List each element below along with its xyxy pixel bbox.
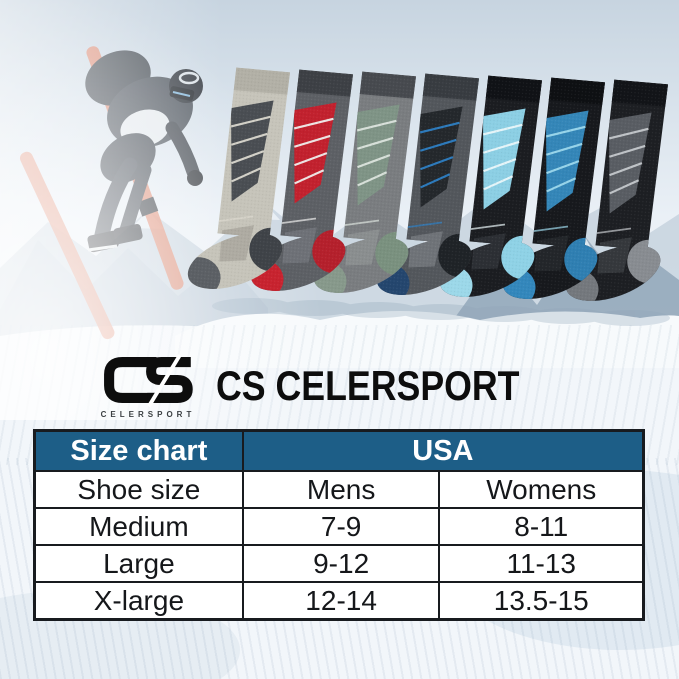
size-label: Medium: [33, 507, 244, 546]
brand-logo: CELERSPORT: [98, 352, 198, 419]
column-header-row: Shoe size Mens Womens: [33, 470, 645, 509]
table-row-medium: Medium 7-9 8-11: [33, 507, 645, 546]
column-header-mens: Mens: [241, 470, 441, 509]
size-value-mens: 7-9: [241, 507, 441, 546]
skier-body: [85, 50, 203, 253]
table-row-large: Large 9-12 11-13: [33, 544, 645, 583]
brand-wordmark: CS CELERSPORT: [216, 361, 520, 409]
column-header-shoe-size: Shoe size: [33, 470, 244, 509]
size-value-womens: 13.5-15: [438, 581, 645, 621]
size-chart-title-cell: Size chart: [33, 429, 244, 472]
brand-logo-row: CELERSPORT CS CELERSPORT: [98, 352, 573, 419]
monogram-subtext: CELERSPORT: [100, 410, 196, 419]
column-header-womens: Womens: [438, 470, 645, 509]
size-value-mens: 12-14: [241, 581, 441, 621]
cs-monogram-icon: [104, 354, 193, 408]
sock-graphic: [180, 67, 291, 301]
size-label: Large: [33, 544, 244, 583]
size-chart-table: Size chart USA Shoe size Mens Womens Med…: [33, 429, 645, 621]
size-value-womens: 11-13: [438, 544, 645, 583]
region-header-cell: USA: [241, 429, 645, 472]
size-value-mens: 9-12: [241, 544, 441, 583]
size-value-womens: 8-11: [438, 507, 645, 546]
table-row-xlarge: X-large 12-14 13.5-15: [33, 581, 645, 621]
sock-1-light-gray: [180, 57, 315, 327]
table-header-row: Size chart USA: [33, 429, 645, 472]
size-label: X-large: [33, 581, 244, 621]
